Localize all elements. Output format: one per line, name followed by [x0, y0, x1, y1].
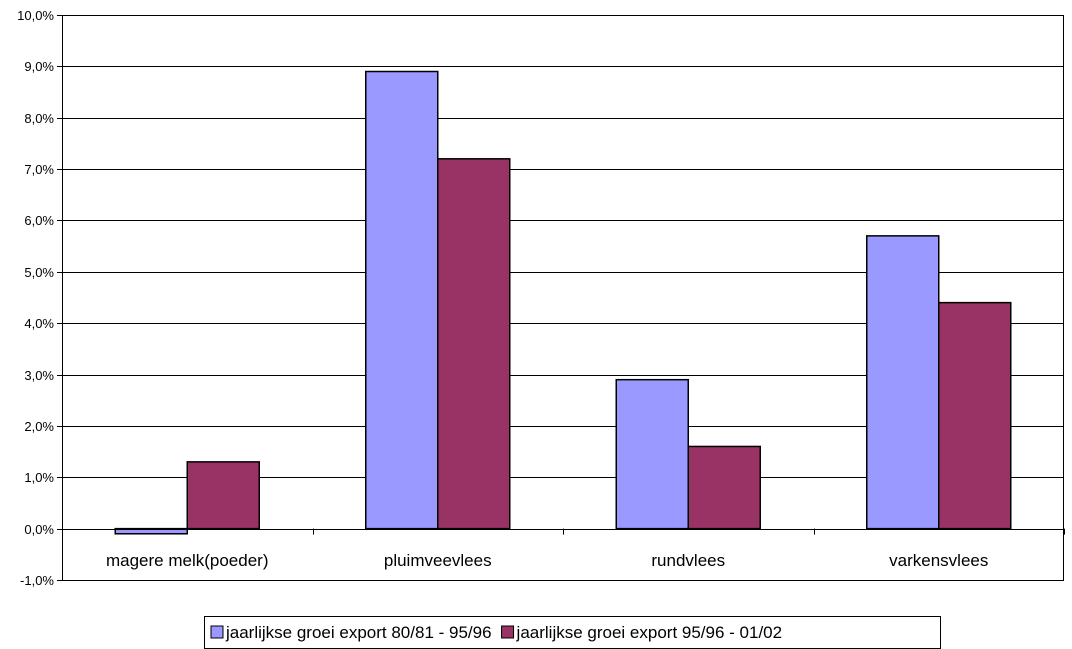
y-tick-label: 0,0% — [24, 522, 54, 537]
y-tick-label: 9,0% — [24, 59, 54, 74]
y-tick-label: 3,0% — [24, 368, 54, 383]
bar-series-1-3 — [866, 235, 940, 530]
legend: jaarlijkse groei export 80/81 - 95/96 jaa… — [204, 616, 941, 649]
y-tick-label: 1,0% — [24, 470, 54, 485]
legend-label-1: jaarlijkse groei export 80/81 - 95/96 — [225, 623, 492, 642]
y-tick-label: 2,0% — [24, 419, 54, 434]
y-tick-label: 10,0% — [17, 8, 54, 23]
y-axis-ticks: -1,0% 0,0% 1,0% 2,0% 3,0% 4,0% 5,0% 6,0% 7,0% 8,0… — [17, 8, 62, 588]
x-category-label: rundvlees — [651, 551, 725, 570]
bar-series-2-2 — [687, 445, 761, 530]
bar-series-2-0 — [186, 461, 260, 530]
bars — [114, 70, 1012, 535]
y-tick-label: 6,0% — [24, 213, 54, 228]
axes — [62, 15, 1065, 581]
x-axis-categories: magere melk(poeder) pluimveevlees rundvlee… — [106, 551, 988, 570]
y-tick-label: 8,0% — [24, 111, 54, 126]
y-tick-label: 5,0% — [24, 265, 54, 280]
bar-series-2-3 — [938, 301, 1012, 530]
bar-series-1-2 — [615, 378, 689, 530]
x-category-label: pluimveevlees — [384, 551, 492, 570]
x-category-label: varkensvlees — [889, 551, 988, 570]
x-category-label: magere melk(poeder) — [106, 551, 269, 570]
legend-swatch-2 — [501, 625, 515, 639]
y-tick-label: -1,0% — [20, 573, 54, 588]
y-tick-label: 4,0% — [24, 316, 54, 331]
bar-series-2-1 — [437, 158, 511, 530]
legend-label-2: jaarlijkse groei export 95/96 - 01/02 — [516, 623, 783, 642]
bar-series-1-1 — [365, 70, 439, 530]
legend-swatch-1 — [210, 625, 224, 639]
bar-series-1-0 — [114, 527, 188, 535]
y-tick-label: 7,0% — [24, 162, 54, 177]
